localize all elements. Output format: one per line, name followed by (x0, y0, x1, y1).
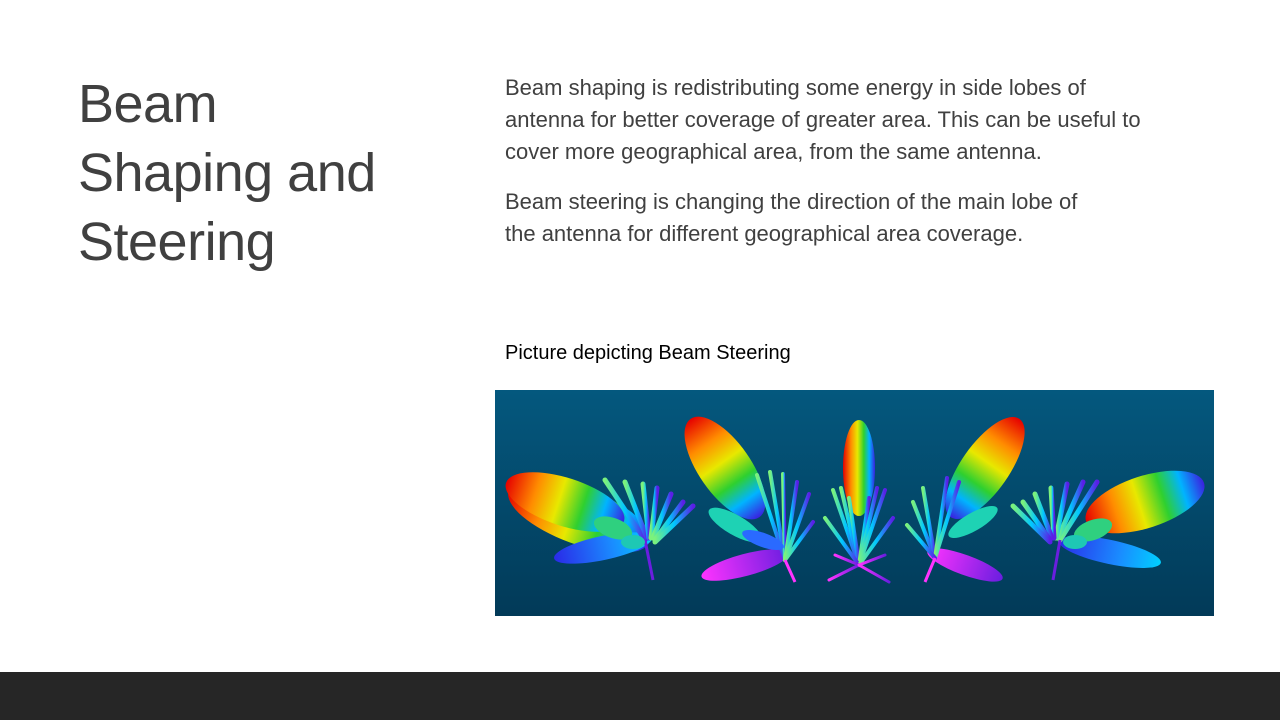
paragraph-line: Beam steering is changing the direction … (505, 189, 1078, 214)
beam-pattern-right (1010, 470, 1205, 581)
slide-body-text: Beam shaping is redistributing some ener… (505, 72, 1225, 268)
paragraph-line: the antenna for different geographical a… (505, 221, 1024, 246)
paragraph-line: antenna for better coverage of greater a… (505, 107, 1141, 132)
beam-pattern-center-left (684, 416, 815, 583)
paragraph-line: Beam shaping is redistributing some ener… (505, 75, 1086, 100)
slide-title-line: Shaping and (78, 143, 376, 203)
beam-pattern-left (505, 472, 696, 581)
beam-steering-paragraph: Beam steering is changing the direction … (505, 186, 1225, 250)
beam-pattern-center (823, 420, 895, 584)
beam-steering-image (495, 390, 1214, 616)
image-caption: Picture depicting Beam Steering (505, 342, 791, 364)
footer-bar (0, 672, 1280, 720)
paragraph-line: cover more geographical area, from the s… (505, 139, 1042, 164)
beam-pattern-center-right (905, 416, 1025, 583)
slide-title-line: Beam (78, 74, 218, 134)
beam-shaping-paragraph: Beam shaping is redistributing some ener… (505, 72, 1225, 168)
slide-title: Beam Shaping and Steering (78, 70, 458, 277)
slide-title-line: Steering (78, 212, 276, 272)
